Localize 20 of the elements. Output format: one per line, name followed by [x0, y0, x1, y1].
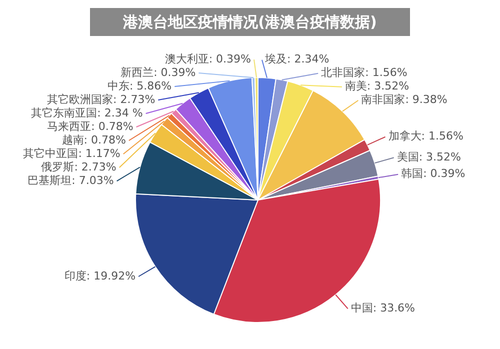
slice-label: 俄罗斯: 2.73%: [41, 160, 116, 174]
slice-label: 越南: 0.78%: [62, 133, 126, 146]
slice-label: 新西兰: 0.39%: [120, 66, 196, 79]
slice-label: 南美: 3.52%: [344, 80, 410, 93]
slice-label: 其它东南亚国: 2.34 %: [31, 106, 143, 120]
slice-label: 中国: 33.6%: [350, 302, 416, 315]
slice-label: 加拿大: 1.56%: [388, 130, 464, 143]
chart-title: 港澳台地区疫情情况(港澳台疫情数据): [90, 8, 410, 36]
slice-label: 南非国家: 9.38%: [361, 93, 448, 106]
slice-label: 印度: 19.92%: [64, 269, 136, 282]
slice-label: 中东: 5.86%: [107, 79, 172, 92]
slice-label: 韩国: 0.39%: [401, 167, 466, 180]
slice-label: 马来西亚: 0.78%: [47, 120, 134, 133]
slice-label: 埃及: 2.34%: [264, 52, 330, 66]
slice-label: 其它中亚国: 1.17%: [23, 146, 120, 160]
slice-label: 北非国家: 1.56%: [321, 66, 408, 80]
slice-label: 澳大利亚: 0.39%: [164, 52, 251, 66]
slice-label: 美国: 3.52%: [396, 150, 462, 164]
slice-label: 其它欧洲国家: 2.73%: [47, 92, 156, 106]
slice-label: 巴基斯坦: 7.03%: [28, 174, 114, 187]
